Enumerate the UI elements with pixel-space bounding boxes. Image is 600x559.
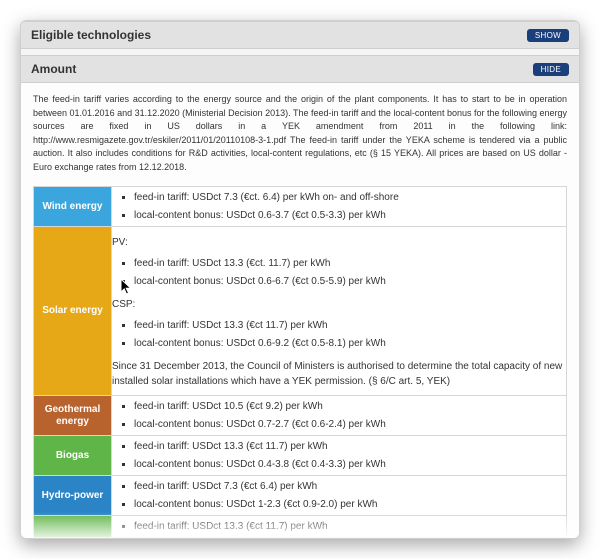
biogas-label: Biogas [34, 436, 112, 476]
eligible-tech-title: Eligible technologies [31, 28, 151, 42]
table-row-hydro: Hydro-power feed-in tariff: USDct 7.3 (€c… [34, 476, 567, 516]
wind-list: feed-in tariff: USDct 7.3 (€ct. 6.4) per… [112, 190, 566, 223]
wind-label: Wind energy [34, 187, 112, 227]
csp-heading: CSP: [112, 297, 566, 312]
list-item: feed-in tariff: USDct 7.3 (€ct. 6.4) per… [134, 190, 566, 205]
geothermal-label: Geothermal energy [34, 396, 112, 436]
show-button[interactable]: SHOW [527, 29, 569, 42]
pv-heading: PV: [112, 235, 566, 250]
table-row-geothermal: Geothermal energy feed-in tariff: USDct 1… [34, 396, 567, 436]
biogas-list: feed-in tariff: USDct 13.3 (€ct 11.7) pe… [112, 439, 566, 472]
eligible-tech-header: Eligible technologies SHOW [21, 21, 579, 49]
biomass-content: feed-in tariff: USDct 13.3 (€ct 11.7) pe… [112, 516, 567, 538]
list-item: local-content bonus: USDct 0.4-3.8 (€ct … [134, 457, 566, 472]
tariff-table: Wind energy feed-in tariff: USDct 7.3 (€c… [33, 186, 567, 538]
solar-content: PV: feed-in tariff: USDct 13.3 (€ct. 11.7… [112, 227, 567, 396]
list-item: local-content bonus: USDct 1-2.3 (€ct 0.… [134, 497, 566, 512]
list-item: local-content bonus: USDct 0.6-3.7 (€ct … [134, 208, 566, 223]
hydro-list: feed-in tariff: USDct 7.3 (€ct 6.4) per … [112, 479, 566, 512]
wind-content: feed-in tariff: USDct 7.3 (€ct. 6.4) per… [112, 187, 567, 227]
hide-button[interactable]: HIDE [533, 63, 569, 76]
hydro-label: Hydro-power [34, 476, 112, 516]
biogas-content: feed-in tariff: USDct 13.3 (€ct 11.7) pe… [112, 436, 567, 476]
biomass-label [34, 516, 112, 538]
list-item: feed-in tariff: USDct 10.5 (€ct 9.2) per… [134, 399, 566, 414]
intro-text: The feed-in tariff varies according to t… [33, 93, 567, 174]
geothermal-content: feed-in tariff: USDct 10.5 (€ct 9.2) per… [112, 396, 567, 436]
hydro-content: feed-in tariff: USDct 7.3 (€ct 6.4) per … [112, 476, 567, 516]
solar-label: Solar energy [34, 227, 112, 396]
list-item: feed-in tariff: USDct 13.3 (€ct 11.7) pe… [134, 439, 566, 454]
list-item: local-content bonus: USDct 0.6-6.7 (€ct … [134, 274, 566, 289]
biomass-list: feed-in tariff: USDct 13.3 (€ct 11.7) pe… [112, 519, 566, 534]
list-item: feed-in tariff: USDct 13.3 (€ct. 11.7) p… [134, 256, 566, 271]
geothermal-list: feed-in tariff: USDct 10.5 (€ct 9.2) per… [112, 399, 566, 432]
solar-note: Since 31 December 2013, the Council of M… [112, 359, 566, 389]
amount-title: Amount [31, 62, 76, 76]
pv-list: feed-in tariff: USDct 13.3 (€ct. 11.7) p… [112, 256, 566, 289]
table-row-biogas: Biogas feed-in tariff: USDct 13.3 (€ct 11… [34, 436, 567, 476]
list-item: local-content bonus: USDct 0.6-9.2 (€ct … [134, 336, 566, 351]
list-item: feed-in tariff: USDct 13.3 (€ct 11.7) pe… [134, 318, 566, 333]
table-row-solar: Solar energyPV: feed-in tariff: USDct 13.… [34, 227, 567, 396]
amount-header: Amount HIDE [21, 55, 579, 83]
list-item: local-content bonus: USDct 0.7-2.7 (€ct … [134, 417, 566, 432]
policy-card: Eligible technologies SHOW Amount HIDE T… [20, 20, 580, 539]
amount-body: The feed-in tariff varies according to t… [21, 83, 579, 538]
list-item: feed-in tariff: USDct 13.3 (€ct 11.7) pe… [134, 519, 566, 534]
list-item: feed-in tariff: USDct 7.3 (€ct 6.4) per … [134, 479, 566, 494]
table-row-biomass: feed-in tariff: USDct 13.3 (€ct 11.7) pe… [34, 516, 567, 538]
csp-list: feed-in tariff: USDct 13.3 (€ct 11.7) pe… [112, 318, 566, 351]
table-row-wind: Wind energy feed-in tariff: USDct 7.3 (€c… [34, 187, 567, 227]
